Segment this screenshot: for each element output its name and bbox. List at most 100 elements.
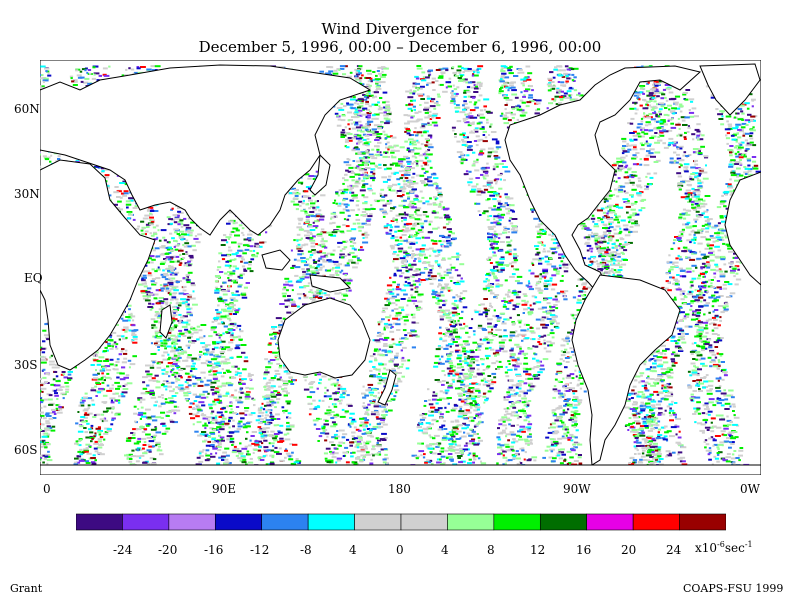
swath-speck [54, 409, 60, 411]
swath-speck [221, 290, 227, 293]
swath-speck [133, 442, 140, 445]
swath-speck [300, 277, 305, 280]
swath-speck [221, 258, 226, 261]
swath-speck [43, 156, 48, 159]
swath-speck [177, 347, 182, 350]
swath-speck [225, 454, 230, 457]
swath-speck [142, 444, 147, 446]
swath-speck [109, 358, 114, 361]
swath-speck [150, 65, 155, 68]
swath-speck [287, 412, 292, 415]
swath-speck [260, 459, 265, 461]
swath-speck [165, 371, 169, 373]
swath-speck [140, 415, 147, 418]
swath-speck [117, 200, 122, 203]
swath-speck [259, 428, 263, 431]
swath-speck [178, 369, 184, 371]
swath-speck [165, 256, 170, 259]
swath-speck [200, 362, 207, 365]
swath-speck [216, 355, 222, 358]
swath-speck [250, 238, 254, 241]
swath-speck [218, 318, 223, 321]
swath-speck [213, 373, 217, 376]
swath-speck [165, 268, 169, 271]
swath-speck [225, 369, 230, 372]
swath-speck [149, 219, 152, 222]
swath-speck [165, 290, 172, 293]
swath-speck [181, 302, 186, 305]
swath-speck [206, 396, 209, 399]
swath-speck [288, 380, 293, 383]
swath-speck [190, 367, 196, 370]
swath-speck [222, 281, 227, 284]
swath-speck [353, 121, 356, 124]
swath-speck [184, 331, 189, 334]
swath-speck [257, 456, 262, 459]
swath-speck [221, 348, 227, 351]
swath-speck [277, 401, 280, 404]
swath-speck [234, 430, 240, 433]
swath-speck [217, 266, 222, 269]
swath-speck [170, 317, 175, 320]
swath-speck [155, 224, 159, 227]
swath-speck [352, 112, 356, 115]
swath-speck [261, 442, 264, 445]
swath-speck [166, 331, 172, 334]
swath-speck [292, 443, 298, 446]
swath-speck [253, 404, 256, 407]
swath-speck [113, 368, 119, 371]
swath-speck [163, 298, 169, 301]
swath-speck [45, 443, 51, 445]
swath-speck [142, 387, 148, 390]
swath-speck [152, 394, 155, 396]
swath-speck [304, 173, 310, 176]
swath-speck [99, 443, 104, 446]
swath-speck [107, 345, 112, 347]
swath-speck [126, 453, 129, 456]
swath-speck [309, 185, 313, 188]
swath-speck [189, 297, 196, 300]
swath-speck [285, 280, 290, 283]
swath-speck [218, 442, 222, 444]
swath-speck [179, 332, 185, 335]
swath-speck [309, 236, 314, 239]
swath-speck [204, 427, 207, 430]
swath-speck [218, 347, 222, 350]
swath-speck [234, 311, 239, 314]
swath-speck [129, 458, 133, 460]
swath-speck [186, 330, 191, 333]
swath-speck [264, 358, 269, 361]
swath-speck [211, 393, 215, 396]
swath-speck [286, 289, 289, 292]
swath-speck [178, 313, 182, 316]
swath-speck [151, 435, 156, 438]
swath-speck [241, 461, 247, 464]
swath-speck [73, 463, 79, 466]
swath-speck [205, 449, 210, 452]
swath-speck [319, 218, 325, 221]
swath-speck [65, 385, 70, 388]
swath-speck [240, 459, 244, 462]
swath-speck [305, 186, 310, 188]
swath-speck [228, 264, 232, 267]
swath-speck [178, 329, 183, 332]
swath-speck [158, 445, 161, 448]
swath-speck [122, 180, 126, 183]
swath-speck [344, 126, 347, 129]
swath-speck [113, 364, 116, 367]
swath-speck [42, 329, 47, 332]
swath-speck [78, 444, 82, 447]
swath-speck [348, 127, 351, 130]
swath-speck [229, 395, 235, 398]
swath-speck [270, 461, 275, 464]
swath-speck [218, 431, 221, 434]
swath-speck [139, 417, 142, 420]
swath-speck [162, 236, 166, 239]
swath-speck [291, 303, 296, 306]
swath-speck [249, 378, 252, 380]
swath-speck [182, 359, 188, 362]
swath-speck [190, 259, 193, 262]
swath-speck [227, 249, 233, 252]
swath-speck [41, 430, 45, 432]
swath-speck [198, 401, 205, 404]
